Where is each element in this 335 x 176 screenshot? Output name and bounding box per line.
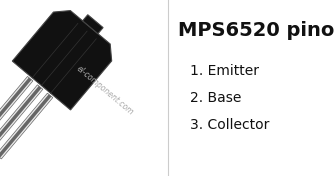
Text: 3. Collector: 3. Collector: [190, 118, 269, 132]
Text: el-component.com: el-component.com: [75, 65, 135, 117]
Polygon shape: [0, 94, 52, 158]
Polygon shape: [12, 11, 112, 110]
Text: 1. Emitter: 1. Emitter: [190, 64, 259, 78]
Polygon shape: [0, 76, 33, 142]
Polygon shape: [83, 15, 103, 34]
Polygon shape: [0, 93, 53, 159]
Text: MPS6520 pinout: MPS6520 pinout: [178, 21, 335, 40]
Polygon shape: [0, 86, 42, 149]
Text: 2. Base: 2. Base: [190, 91, 242, 105]
Polygon shape: [0, 85, 43, 151]
Polygon shape: [0, 78, 31, 141]
